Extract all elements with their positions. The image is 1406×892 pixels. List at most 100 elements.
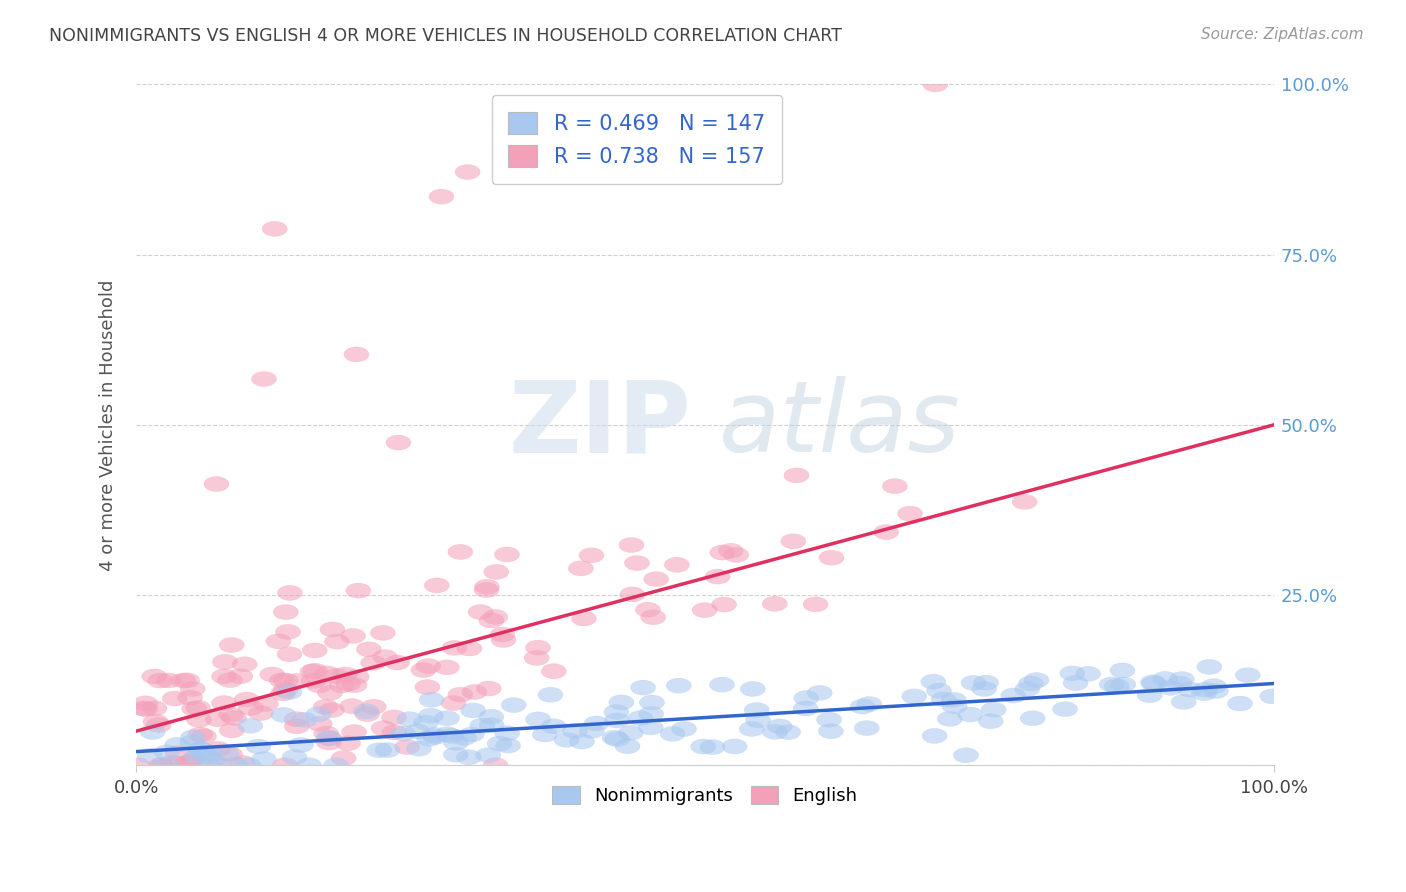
Ellipse shape xyxy=(318,685,343,700)
Ellipse shape xyxy=(132,701,157,716)
Ellipse shape xyxy=(323,669,349,683)
Ellipse shape xyxy=(641,610,665,624)
Ellipse shape xyxy=(148,673,173,688)
Ellipse shape xyxy=(619,538,644,552)
Ellipse shape xyxy=(416,731,441,747)
Ellipse shape xyxy=(1171,695,1197,709)
Ellipse shape xyxy=(1192,682,1218,698)
Ellipse shape xyxy=(1012,494,1038,509)
Ellipse shape xyxy=(1104,679,1129,694)
Ellipse shape xyxy=(718,543,744,558)
Ellipse shape xyxy=(1111,677,1136,692)
Ellipse shape xyxy=(538,687,562,702)
Ellipse shape xyxy=(301,673,326,689)
Ellipse shape xyxy=(1015,681,1040,697)
Ellipse shape xyxy=(160,756,184,770)
Ellipse shape xyxy=(620,587,645,602)
Ellipse shape xyxy=(803,597,828,612)
Legend: Nonimmigrants, English: Nonimmigrants, English xyxy=(544,777,866,814)
Ellipse shape xyxy=(188,742,214,757)
Ellipse shape xyxy=(856,697,882,712)
Ellipse shape xyxy=(367,743,392,757)
Ellipse shape xyxy=(370,625,395,640)
Ellipse shape xyxy=(434,660,460,675)
Ellipse shape xyxy=(1076,666,1101,681)
Ellipse shape xyxy=(700,739,725,755)
Ellipse shape xyxy=(425,578,450,593)
Ellipse shape xyxy=(571,611,596,626)
Ellipse shape xyxy=(336,736,360,751)
Ellipse shape xyxy=(439,729,464,743)
Ellipse shape xyxy=(972,681,997,697)
Ellipse shape xyxy=(1109,663,1135,678)
Ellipse shape xyxy=(238,700,263,715)
Ellipse shape xyxy=(419,708,443,723)
Ellipse shape xyxy=(273,682,298,698)
Ellipse shape xyxy=(204,476,229,491)
Ellipse shape xyxy=(724,548,749,563)
Ellipse shape xyxy=(666,678,692,693)
Ellipse shape xyxy=(181,701,207,716)
Ellipse shape xyxy=(315,665,340,681)
Ellipse shape xyxy=(883,479,907,493)
Ellipse shape xyxy=(526,712,551,727)
Ellipse shape xyxy=(396,712,422,727)
Ellipse shape xyxy=(479,718,505,732)
Ellipse shape xyxy=(1140,675,1166,690)
Ellipse shape xyxy=(1159,681,1182,695)
Ellipse shape xyxy=(344,669,370,684)
Ellipse shape xyxy=(344,347,368,362)
Ellipse shape xyxy=(361,699,387,714)
Ellipse shape xyxy=(342,724,367,739)
Ellipse shape xyxy=(665,558,689,573)
Ellipse shape xyxy=(340,629,366,643)
Ellipse shape xyxy=(391,726,416,741)
Ellipse shape xyxy=(193,747,217,762)
Ellipse shape xyxy=(762,724,787,739)
Ellipse shape xyxy=(423,730,447,745)
Ellipse shape xyxy=(474,579,499,594)
Ellipse shape xyxy=(1227,696,1253,711)
Ellipse shape xyxy=(172,673,195,688)
Ellipse shape xyxy=(457,641,482,656)
Ellipse shape xyxy=(221,710,246,725)
Ellipse shape xyxy=(479,709,503,724)
Ellipse shape xyxy=(186,700,211,715)
Ellipse shape xyxy=(321,622,344,637)
Ellipse shape xyxy=(554,732,579,747)
Ellipse shape xyxy=(276,624,301,640)
Ellipse shape xyxy=(672,722,696,737)
Ellipse shape xyxy=(456,164,479,179)
Ellipse shape xyxy=(628,711,652,725)
Ellipse shape xyxy=(273,673,298,688)
Ellipse shape xyxy=(316,731,340,746)
Ellipse shape xyxy=(332,750,356,765)
Ellipse shape xyxy=(346,583,371,599)
Ellipse shape xyxy=(252,371,277,386)
Ellipse shape xyxy=(818,550,844,566)
Ellipse shape xyxy=(180,681,205,697)
Ellipse shape xyxy=(329,678,354,693)
Y-axis label: 4 or more Vehicles in Household: 4 or more Vehicles in Household xyxy=(100,279,117,571)
Ellipse shape xyxy=(354,706,380,722)
Ellipse shape xyxy=(141,724,165,739)
Ellipse shape xyxy=(484,757,508,772)
Ellipse shape xyxy=(411,663,436,678)
Ellipse shape xyxy=(470,718,495,733)
Ellipse shape xyxy=(605,731,630,747)
Ellipse shape xyxy=(219,723,245,738)
Ellipse shape xyxy=(156,673,181,688)
Ellipse shape xyxy=(419,692,444,707)
Ellipse shape xyxy=(461,703,485,718)
Text: Source: ZipAtlas.com: Source: ZipAtlas.com xyxy=(1201,27,1364,42)
Ellipse shape xyxy=(602,731,627,746)
Ellipse shape xyxy=(339,698,364,714)
Ellipse shape xyxy=(605,713,630,728)
Ellipse shape xyxy=(273,605,298,620)
Ellipse shape xyxy=(212,655,238,669)
Ellipse shape xyxy=(486,736,512,751)
Ellipse shape xyxy=(1170,672,1194,687)
Ellipse shape xyxy=(284,712,309,727)
Ellipse shape xyxy=(624,556,650,571)
Ellipse shape xyxy=(205,712,231,727)
